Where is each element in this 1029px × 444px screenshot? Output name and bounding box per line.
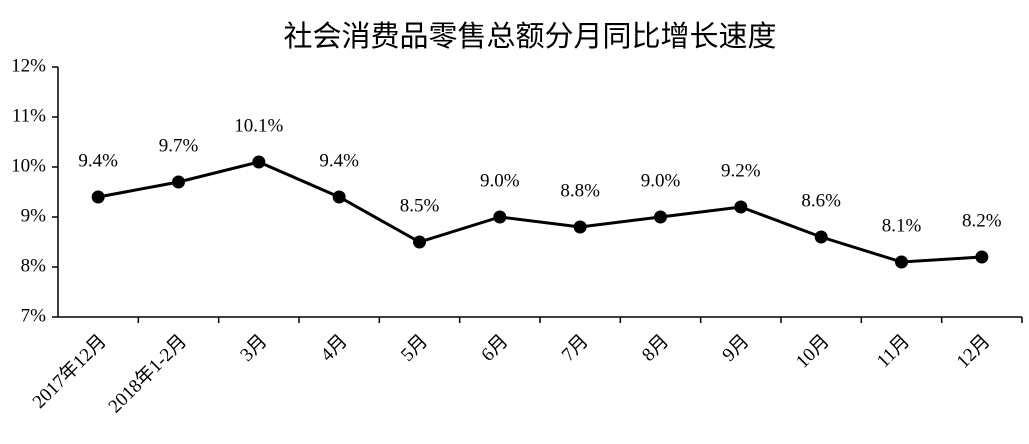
line — [97, 160, 982, 264]
point — [332, 190, 346, 204]
data-label: 8.1% — [882, 215, 922, 236]
data-label: 8.6% — [801, 190, 841, 211]
y-tick-label: 12% — [11, 55, 46, 76]
point — [413, 235, 426, 249]
data-label: 9.2% — [721, 160, 761, 181]
point — [654, 210, 667, 224]
x-tick-label: 10月 — [792, 331, 834, 373]
data-label: 9.4% — [78, 150, 118, 171]
x-tick-label: 2018年1-2月 — [104, 330, 191, 417]
point — [814, 230, 828, 244]
chart-title: 社会消费品零售总额分月同比增长速度 — [283, 19, 776, 53]
data-label: 9.0% — [641, 170, 681, 191]
point — [895, 255, 908, 269]
data-label: 8.8% — [560, 180, 600, 201]
x-tick-label: 12月 — [953, 331, 995, 373]
data-label: 8.2% — [962, 210, 1002, 231]
point — [734, 200, 748, 214]
y-tick-label: 10% — [11, 155, 46, 176]
y-tick-label: 7% — [21, 305, 47, 326]
x-tick-label: 7月 — [558, 331, 593, 366]
point — [975, 250, 989, 264]
point — [172, 175, 185, 189]
data-label: 9.0% — [480, 170, 520, 191]
x-tick-label: 8月 — [638, 331, 673, 366]
data-label: 8.5% — [400, 195, 440, 216]
x-tick-label: 2017年12月 — [28, 330, 111, 413]
point — [252, 155, 266, 169]
data-label: 10.1% — [234, 115, 283, 136]
y-tick-label: 8% — [21, 255, 47, 276]
data-label: 9.4% — [319, 150, 359, 171]
point — [493, 210, 507, 224]
data-label: 9.7% — [159, 135, 199, 156]
x-tick-label: 6月 — [477, 331, 512, 366]
x-tick-label: 5月 — [397, 331, 432, 366]
x-tick-label: 4月 — [317, 331, 352, 366]
x-tick-label: 11月 — [873, 331, 914, 372]
y-tick-label: 9% — [21, 205, 47, 226]
x-tick-label: 9月 — [718, 331, 753, 366]
point — [573, 220, 587, 234]
point — [91, 190, 105, 204]
y-tick-label: 11% — [12, 105, 46, 126]
x-tick-label: 3月 — [236, 331, 271, 366]
